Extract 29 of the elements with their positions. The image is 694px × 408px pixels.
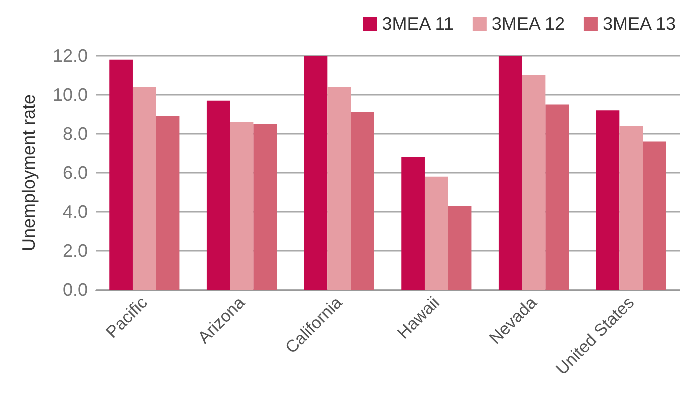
legend-label: 3MEA 12 xyxy=(492,14,565,34)
bar xyxy=(254,124,278,290)
bar xyxy=(402,157,425,290)
y-axis-title: Unemployment rate xyxy=(19,94,39,252)
bar xyxy=(448,206,472,290)
bar xyxy=(424,176,448,290)
bar xyxy=(522,76,546,290)
bar xyxy=(620,126,644,290)
bar xyxy=(304,56,328,290)
y-tick-label: 6.0 xyxy=(62,163,88,183)
y-tick-label: 2.0 xyxy=(62,241,88,261)
y-tick-label: 12.0 xyxy=(52,46,88,66)
bar xyxy=(643,142,666,290)
bar xyxy=(156,116,180,290)
y-tick-label: 8.0 xyxy=(62,124,88,144)
bar xyxy=(132,87,156,290)
bar xyxy=(546,104,570,290)
y-tick-label: 4.0 xyxy=(62,202,88,222)
bar xyxy=(596,110,620,290)
bar xyxy=(351,112,374,290)
y-tick-label: 10.0 xyxy=(52,85,88,105)
bar xyxy=(110,60,133,290)
bar xyxy=(328,87,352,290)
bar xyxy=(230,122,254,290)
bar xyxy=(206,100,230,290)
y-tick-label: 0.0 xyxy=(62,280,88,300)
legend-label: 3MEA 13 xyxy=(602,14,676,34)
legend-label: 3MEA 11 xyxy=(382,14,454,34)
bar xyxy=(498,56,522,290)
